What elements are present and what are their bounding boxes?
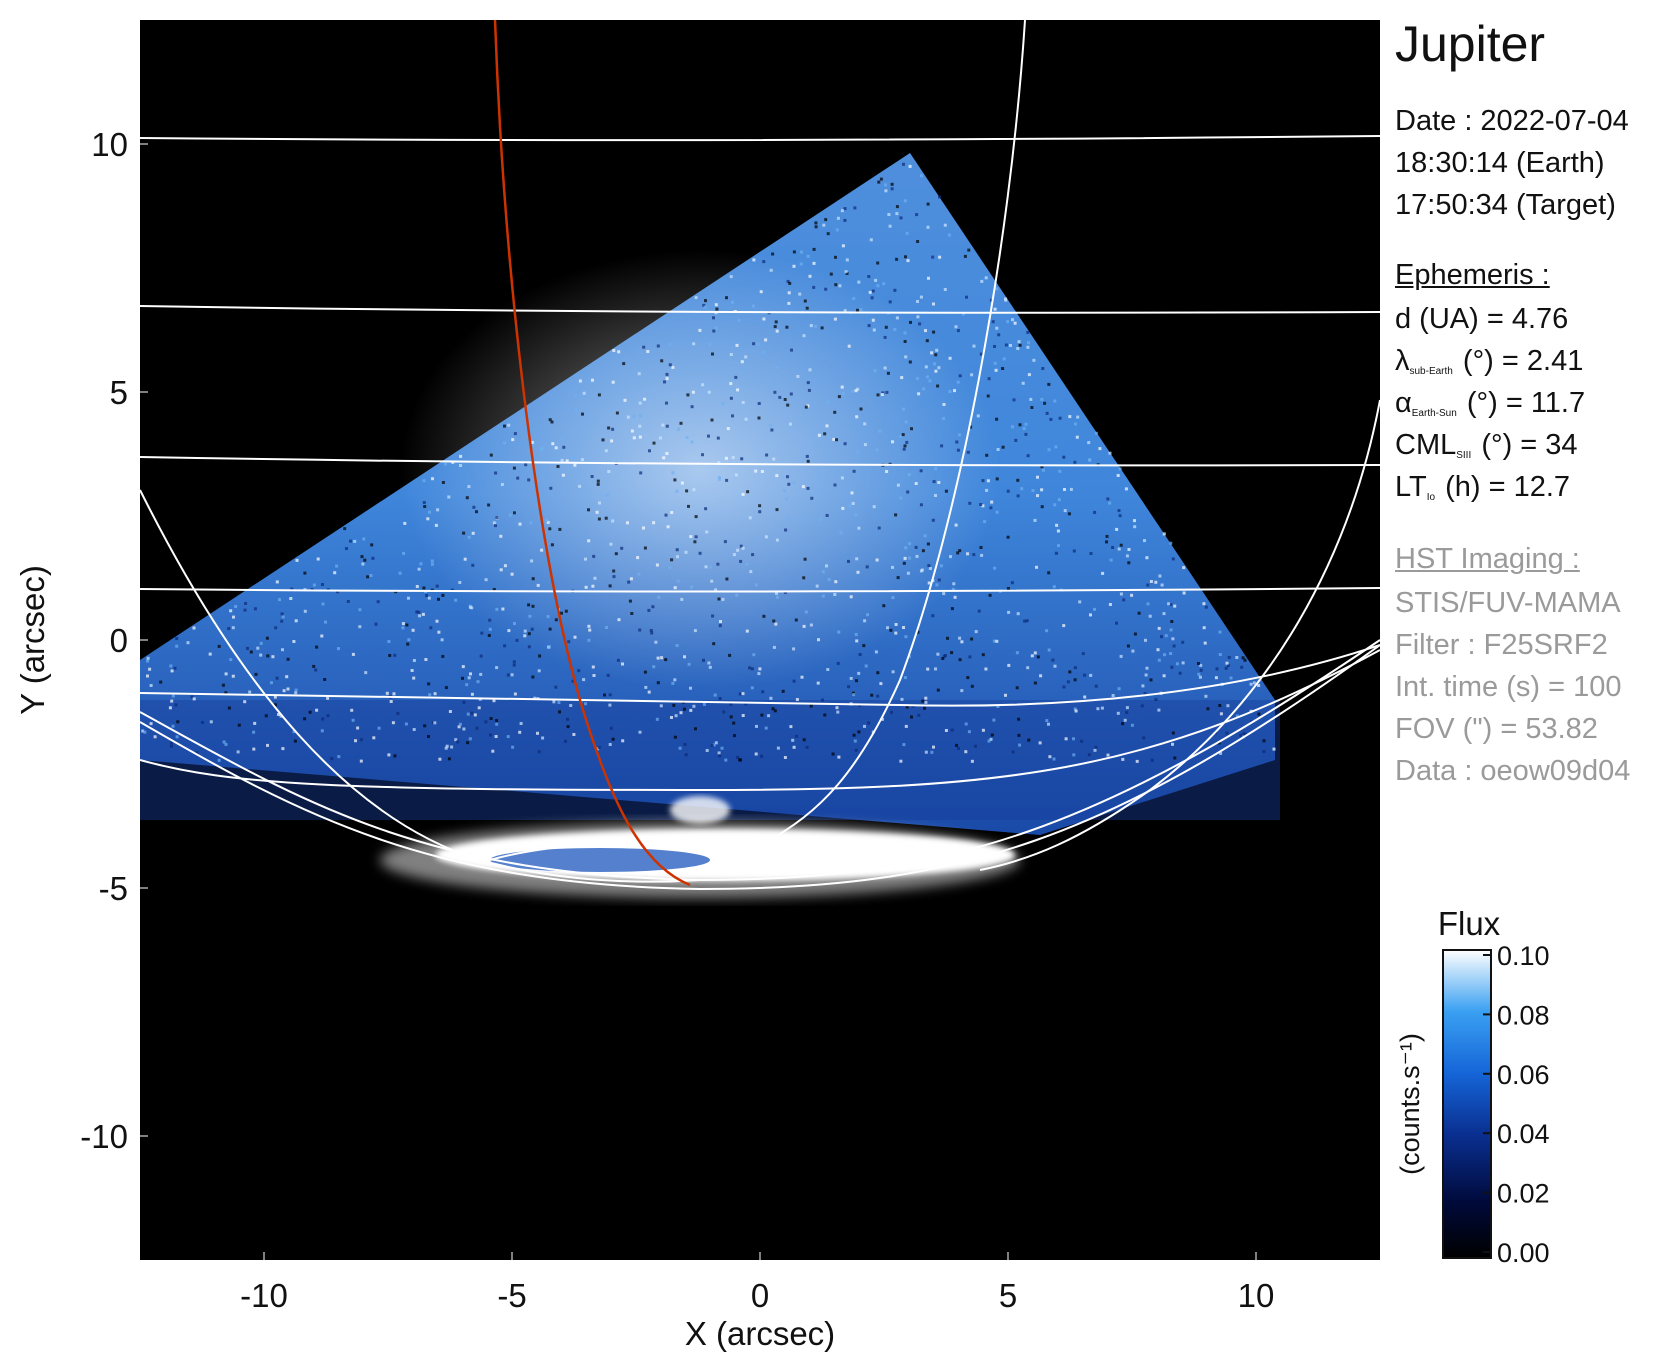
lat-lon-grid <box>140 20 1380 891</box>
longitude-line <box>140 489 701 883</box>
x-tick-label: -5 <box>497 1277 526 1314</box>
y-tick-label: -10 <box>80 1118 128 1155</box>
colorbar-tick-label: 0.04 <box>1497 1119 1550 1149</box>
y-tick-label: 10 <box>91 126 128 163</box>
x-tick-label: -10 <box>240 1277 288 1314</box>
target-name: Jupiter <box>1395 16 1546 72</box>
latitude-line <box>140 305 1380 314</box>
colorbar-tick-label: 0.02 <box>1497 1179 1550 1209</box>
observation-date: Date : 2022-07-04 <box>1395 105 1629 137</box>
phase-angle: αEarth-Sun (°) = 11.7 <box>1395 387 1586 419</box>
latitude-line <box>140 587 1380 593</box>
hst-imaging-heading: HST Imaging : <box>1395 543 1580 575</box>
colorbar-tick-label: 0.10 <box>1497 941 1550 971</box>
colorbar-tick-label: 0.08 <box>1497 1000 1550 1030</box>
colorbar-title: Flux <box>1438 905 1501 942</box>
colorbar-tick-label: 0.06 <box>1497 1060 1550 1090</box>
y-tick-label: 0 <box>110 622 128 659</box>
pixel-noise <box>141 162 1276 763</box>
earth-time: 18:30:14 (Earth) <box>1395 147 1605 179</box>
limb-line <box>140 639 1380 882</box>
auroral-oval <box>380 796 1020 898</box>
latitude-line <box>140 649 1380 792</box>
y-tick-label: -5 <box>99 870 128 907</box>
plot-area <box>140 20 1380 1260</box>
filter: Filter : F25SRF2 <box>1395 629 1608 661</box>
y-axis-label: Y (arcsec) <box>14 565 51 715</box>
field-of-view: FOV (") = 53.82 <box>1395 713 1598 745</box>
longitude-line <box>759 20 1026 846</box>
io-local-time: LTIo (h) = 12.7 <box>1395 471 1571 503</box>
integration-time: Int. time (s) = 100 <box>1395 671 1622 703</box>
latitude-line <box>140 135 1380 142</box>
longitude-line <box>979 399 1380 871</box>
sub-earth-latitude: λsub-Earth (°) = 2.41 <box>1395 345 1584 377</box>
colorbar: Flux 0.10 0.08 0.06 0.04 0.02 0.00 (counts.s⁻… <box>1395 905 1550 1268</box>
latitude-line <box>140 456 1380 467</box>
latitude-line <box>140 644 1380 707</box>
limb-line <box>140 644 1380 891</box>
y-axis: 10 5 0 -5 -10 <box>80 126 148 1155</box>
colorbar-ticks: 0.10 0.08 0.06 0.04 0.02 0.00 <box>1483 941 1550 1268</box>
colorbar-unit-label: (counts.s⁻¹) <box>1395 1033 1425 1175</box>
x-axis-label: X (arcsec) <box>685 1315 835 1352</box>
x-tick-label: 0 <box>751 1277 769 1314</box>
oval-contour <box>489 839 889 871</box>
y-tick-label: 5 <box>110 374 128 411</box>
ephemeris-heading: Ephemeris : <box>1395 259 1550 291</box>
dataset-id: Data : oeow09d04 <box>1395 755 1631 787</box>
colorbar-gradient <box>1442 949 1492 1259</box>
x-tick-label: 10 <box>1238 1277 1275 1314</box>
x-tick-label: 5 <box>999 1277 1017 1314</box>
target-time: 17:50:34 (Target) <box>1395 189 1616 221</box>
central-meridian-longitude: CMLSIII (°) = 34 <box>1395 429 1578 461</box>
instrument: STIS/FUV-MAMA <box>1395 587 1621 619</box>
colorbar-tick-label: 0.00 <box>1497 1238 1550 1268</box>
disk-brightness <box>400 250 1000 690</box>
distance-value: d (UA) = 4.76 <box>1395 303 1569 335</box>
io-footprint-line <box>493 20 691 887</box>
x-axis: -10 -5 0 5 10 <box>240 1252 1274 1314</box>
